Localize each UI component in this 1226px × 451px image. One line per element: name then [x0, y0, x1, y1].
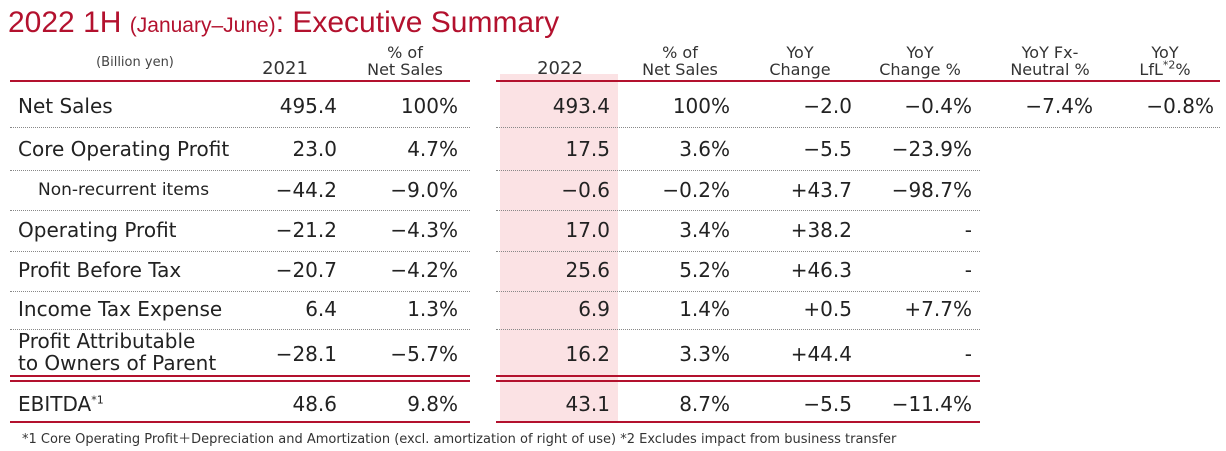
cell-yoy-change: −5.5	[803, 137, 852, 161]
cell-2021: −20.7	[275, 258, 337, 282]
row-divider	[496, 210, 980, 211]
row-divider	[496, 291, 980, 292]
header-lfl: YoY LfL*2%	[1139, 43, 1191, 79]
cell-yoy-change: +46.3	[790, 258, 852, 282]
cell-pct-2022: 3.3%	[679, 342, 730, 366]
bottom-rule-right	[496, 421, 980, 423]
cell-pct-2021: −4.2%	[390, 258, 458, 282]
cell-yoy-change-pct: -	[964, 218, 972, 242]
cell-yoy-change-pct: −0.4%	[904, 94, 972, 118]
cell-2021: 495.4	[279, 94, 337, 118]
page-title: 2022 1H (January–June): Executive Summar…	[8, 6, 560, 39]
cell-yoy-change-pct: −23.9%	[891, 137, 972, 161]
cell-pct-2021: 4.7%	[407, 137, 458, 161]
cell-2022: 16.2	[565, 342, 610, 366]
row-divider	[10, 291, 470, 292]
cell-pct-2022: 100%	[672, 94, 730, 118]
cell-2022: 25.6	[565, 258, 610, 282]
header-pct-2021: % of Net Sales	[367, 43, 443, 79]
cell-2022: 17.0	[565, 218, 610, 242]
cell-2022: −0.6	[561, 178, 610, 202]
bottom-rule-left	[10, 421, 470, 423]
row-divider	[496, 329, 980, 330]
cell-yoy-change-pct: +7.7%	[904, 297, 972, 321]
cell-2021: 48.6	[292, 392, 337, 416]
cell-yoy-change: +38.2	[790, 218, 852, 242]
cell-pct-2022: 3.4%	[679, 218, 730, 242]
header-yoy-change-pct: YoY Change %	[879, 43, 961, 79]
header-yoy-change: YoY Change	[769, 43, 831, 79]
double-rule-left-bottom	[10, 380, 470, 382]
cell-pct-2022: 1.4%	[679, 297, 730, 321]
row-label-profit-attributable: Profit Attributable to Owners of Parent	[18, 329, 217, 375]
cell-yoy-change: −5.5	[803, 392, 852, 416]
cell-pct-2021: −9.0%	[390, 178, 458, 202]
cell-2022: 6.9	[578, 297, 610, 321]
cell-2021: −44.2	[275, 178, 337, 202]
cell-2022: 17.5	[565, 137, 610, 161]
row-divider	[10, 251, 470, 252]
cell-yoy-change-pct: −98.7%	[891, 178, 972, 202]
cell-lfl: −0.8%	[1146, 94, 1214, 118]
highlight-2022-column	[500, 74, 618, 422]
row-divider	[496, 127, 1220, 128]
cell-2021: 23.0	[292, 137, 337, 161]
cell-pct-2022: 5.2%	[679, 258, 730, 282]
cell-pct-2021: −4.3%	[390, 218, 458, 242]
header-pct-2022: % of Net Sales	[642, 43, 718, 79]
cell-pct-2021: −5.7%	[390, 342, 458, 366]
cell-pct-2021: 9.8%	[407, 392, 458, 416]
cell-pct-2022: −0.2%	[662, 178, 730, 202]
cell-2021: −28.1	[275, 342, 337, 366]
double-rule-left-top	[10, 375, 470, 377]
double-rule-right-bottom	[496, 380, 980, 382]
row-divider	[496, 170, 980, 171]
cell-yoy-change-pct: -	[964, 342, 972, 366]
row-label-operating-profit: Operating Profit	[18, 218, 177, 242]
row-label-ebitda: EBITDA*1	[18, 392, 104, 416]
row-label-profit-before-tax: Profit Before Tax	[18, 258, 182, 282]
row-divider	[10, 329, 470, 330]
cell-2022: 43.1	[565, 392, 610, 416]
cell-yoy-change-pct: −11.4%	[891, 392, 972, 416]
header-rule-left	[10, 80, 470, 82]
row-label-non-recurrent-items: Non-recurrent items	[38, 180, 210, 200]
cell-pct-2021: 100%	[400, 94, 458, 118]
cell-yoy-change: −2.0	[803, 94, 852, 118]
cell-pct-2021: 1.3%	[407, 297, 458, 321]
row-divider	[10, 127, 470, 128]
cell-yoy-change: +43.7	[790, 178, 852, 202]
footnote: *1 Core Operating Profit＋Depreciation an…	[22, 432, 897, 447]
cell-pct-2022: 3.6%	[679, 137, 730, 161]
header-unit: (Billion yen)	[96, 55, 174, 70]
row-label-income-tax-expense: Income Tax Expense	[18, 297, 223, 321]
row-label-core-operating-profit: Core Operating Profit	[18, 137, 230, 161]
header-rule-right	[496, 80, 1220, 82]
cell-fx-neutral: −7.4%	[1025, 94, 1093, 118]
header-2022: 2022	[537, 58, 583, 79]
header-2021: 2021	[262, 58, 308, 79]
row-divider	[10, 210, 470, 211]
double-rule-right-top	[496, 375, 980, 377]
cell-yoy-change-pct: -	[964, 258, 972, 282]
cell-2021: −21.2	[275, 218, 337, 242]
row-divider	[10, 170, 470, 171]
cell-2022: 493.4	[552, 94, 610, 118]
header-fx-neutral: YoY Fx- Neutral %	[1010, 43, 1090, 79]
cell-pct-2022: 8.7%	[679, 392, 730, 416]
cell-yoy-change: +44.4	[790, 342, 852, 366]
cell-yoy-change: +0.5	[803, 297, 852, 321]
cell-2021: 6.4	[305, 297, 337, 321]
row-label-net-sales: Net Sales	[18, 94, 113, 118]
row-divider	[496, 251, 980, 252]
